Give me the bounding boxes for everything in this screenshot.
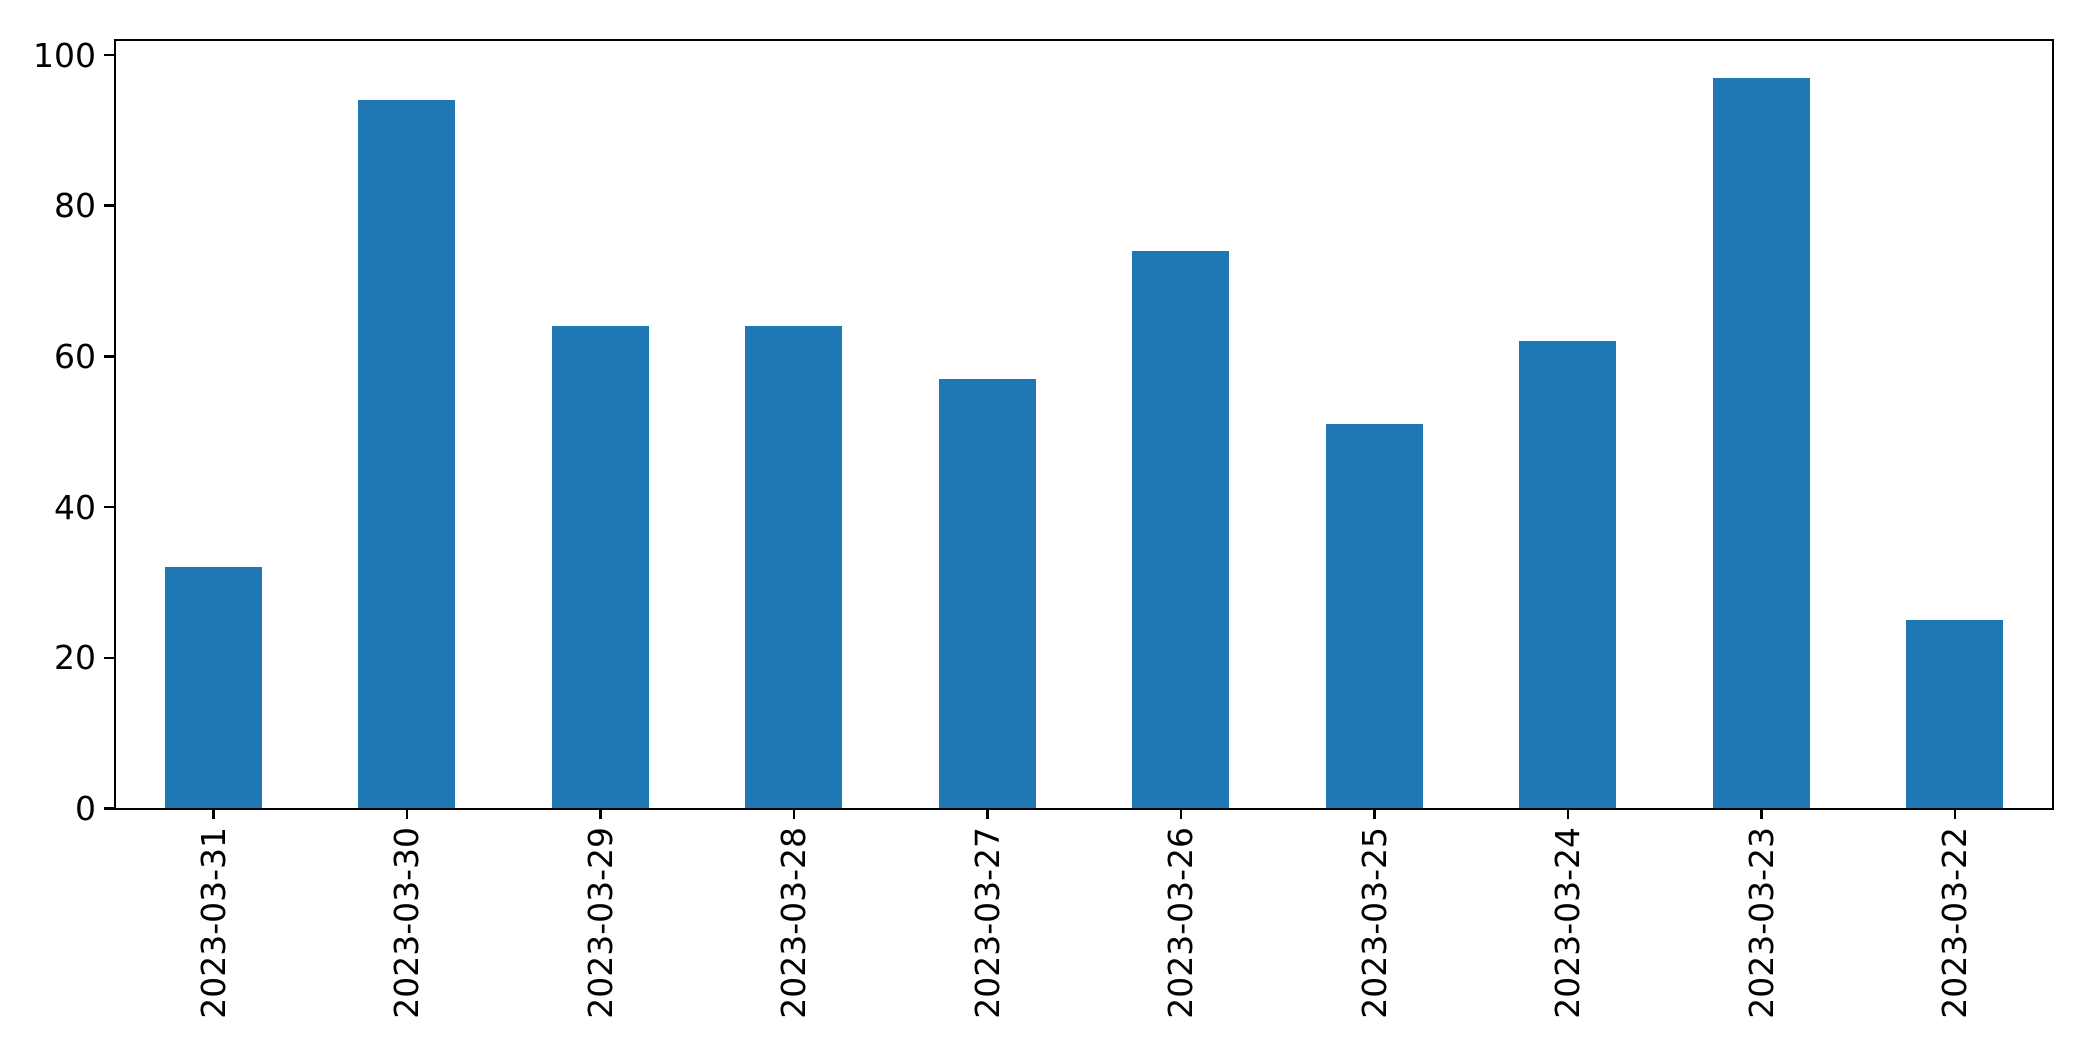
bar-2023-03-24: [1519, 341, 1617, 810]
x-tick-label: 2023-03-31: [193, 827, 233, 1019]
x-tick-mark: [1179, 810, 1182, 819]
x-tick-mark: [1373, 810, 1376, 819]
bar-2023-03-29: [551, 326, 649, 810]
bar-2023-03-22: [1906, 620, 2004, 810]
y-tick-mark: [104, 204, 114, 207]
y-tick-mark: [104, 807, 114, 810]
x-tick-label: 2023-03-25: [1354, 827, 1394, 1019]
x-tick-label: 2023-03-26: [1161, 827, 1201, 1019]
y-tick-mark: [104, 355, 114, 358]
x-tick-mark: [986, 810, 989, 819]
y-tick-mark: [104, 505, 114, 509]
x-tick-label: 2023-03-22: [1935, 827, 1975, 1019]
y-tick-label: 40: [54, 487, 96, 527]
x-tick-label: 2023-03-24: [1548, 827, 1588, 1019]
x-tick-mark: [599, 810, 602, 819]
bar-2023-03-30: [358, 100, 456, 810]
x-tick-mark: [1760, 810, 1763, 819]
y-tick-label: 20: [54, 638, 96, 678]
x-tick-mark: [1566, 810, 1569, 819]
x-tick-label: 2023-03-29: [580, 827, 620, 1019]
y-tick-label: 0: [75, 789, 96, 828]
x-tick-label: 2023-03-28: [774, 827, 814, 1019]
x-tick-mark: [792, 810, 795, 819]
bar-2023-03-25: [1325, 424, 1423, 810]
bar-2023-03-23: [1712, 77, 1810, 810]
y-tick-label: 100: [33, 35, 96, 75]
x-tick-mark: [1953, 810, 1956, 819]
x-tick-label: 2023-03-30: [387, 827, 427, 1019]
y-tick-mark: [104, 53, 114, 57]
y-tick-label: 60: [54, 336, 96, 376]
x-tick-label: 2023-03-27: [967, 827, 1007, 1019]
bar-2023-03-27: [938, 379, 1036, 810]
x-tick-mark: [212, 810, 215, 819]
bar-2023-03-31: [164, 567, 262, 810]
y-tick-mark: [104, 656, 114, 660]
y-tick-label: 80: [54, 186, 96, 226]
bar-2023-03-28: [745, 326, 843, 810]
bar-2023-03-26: [1132, 250, 1230, 810]
x-tick-mark: [405, 810, 408, 819]
x-tick-label: 2023-03-23: [1741, 827, 1781, 1019]
